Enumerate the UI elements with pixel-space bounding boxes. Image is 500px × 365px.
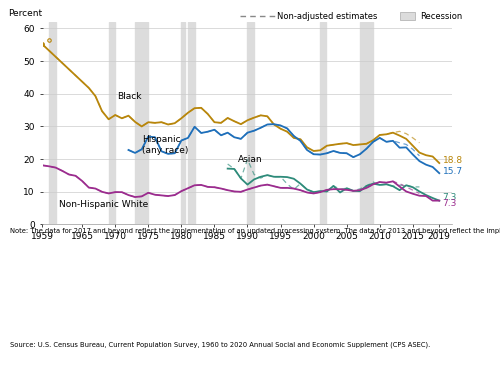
- Text: Hispanic
(any race): Hispanic (any race): [142, 135, 188, 155]
- Text: Asian: Asian: [238, 155, 262, 164]
- Text: 7.3: 7.3: [442, 199, 457, 208]
- Text: Note: The data for 2017 and beyond reflect the implementation of an updated proc: Note: The data for 2017 and beyond refle…: [10, 228, 500, 234]
- Text: Non-adjusted estimates: Non-adjusted estimates: [278, 12, 378, 21]
- Bar: [182, 22, 184, 224]
- Text: Non-Hispanic White: Non-Hispanic White: [59, 200, 148, 208]
- Text: 15.7: 15.7: [442, 167, 462, 176]
- Bar: [188, 22, 194, 224]
- Text: Source: U.S. Census Bureau, Current Population Survey, 1960 to 2020 Annual Socia: Source: U.S. Census Bureau, Current Popu…: [10, 341, 430, 348]
- Bar: [49, 22, 56, 224]
- Bar: [135, 22, 148, 224]
- Text: Recession: Recession: [420, 12, 463, 21]
- Bar: [108, 22, 115, 224]
- Text: 7.3: 7.3: [442, 193, 457, 202]
- Bar: [248, 22, 254, 224]
- Text: Percent: Percent: [8, 9, 42, 18]
- Text: 18.8: 18.8: [442, 156, 462, 165]
- Bar: [360, 22, 373, 224]
- Bar: [320, 22, 326, 224]
- Text: Black: Black: [117, 92, 141, 101]
